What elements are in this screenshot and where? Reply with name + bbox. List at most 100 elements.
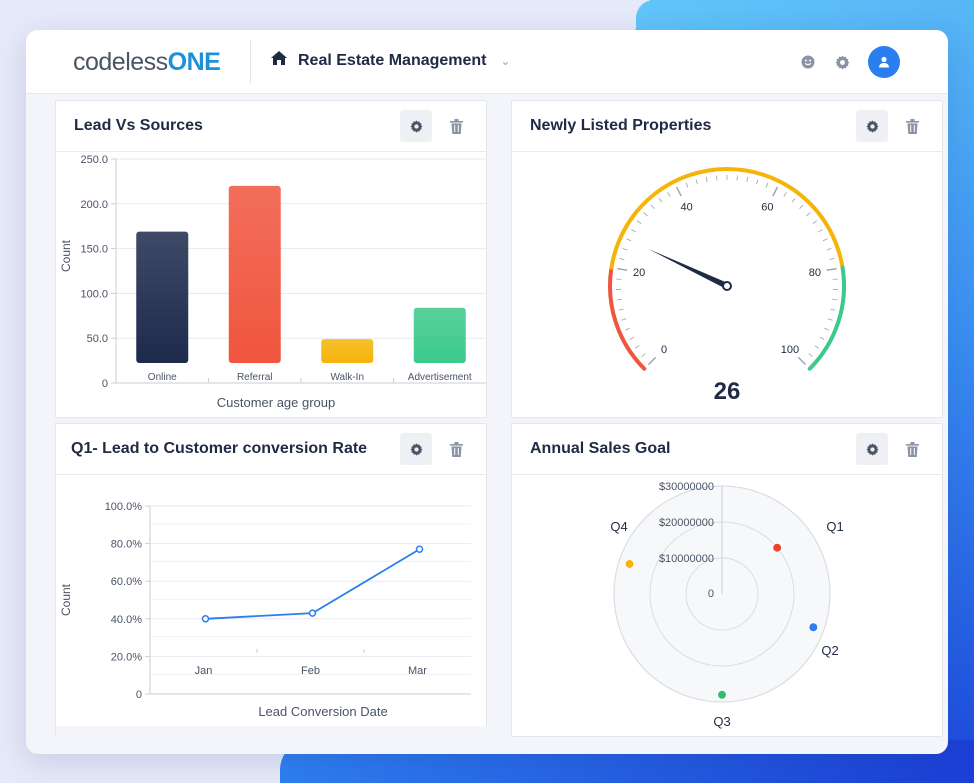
home-icon	[270, 50, 288, 71]
y-tick-label: 60.0%	[111, 576, 142, 588]
card-title: Annual Sales Goal	[530, 440, 671, 457]
gauge-tick	[636, 220, 642, 225]
gauge-tick	[650, 204, 655, 210]
gauge-value: 26	[714, 378, 741, 405]
category-label-q2: Q2	[821, 643, 838, 658]
gauge-tick	[631, 229, 636, 233]
trash-icon	[905, 441, 919, 457]
gauge-chart: 0 20 40 60 80 100 26	[608, 167, 846, 405]
gauge-tick	[765, 182, 769, 188]
logo-text-1: codeless	[73, 48, 168, 76]
card-settings-button[interactable]	[400, 433, 432, 465]
brand-logo[interactable]: codelessONE	[73, 48, 221, 77]
polar-point-q2	[808, 622, 819, 633]
y-tick-label: 40.0%	[111, 614, 142, 626]
settings-gear-icon[interactable]	[834, 54, 850, 70]
gauge-band-green	[807, 265, 846, 371]
card-header: Annual Sales Goal	[512, 424, 942, 475]
y-tick-label: 100.0	[80, 288, 108, 300]
line-point-jan	[201, 615, 210, 623]
y-tick-label: 150.0	[80, 244, 108, 256]
gauge-tick	[799, 204, 804, 210]
gauge-tick-label: 100	[781, 344, 799, 356]
x-tick-label: Mar	[408, 665, 427, 677]
y-axis-label: Count	[59, 239, 73, 272]
category-label-q1: Q1	[826, 519, 843, 534]
gauge-tick	[818, 229, 823, 233]
gauge-tick	[829, 258, 835, 261]
gauge-tick	[822, 238, 828, 242]
bar-advertisement	[413, 307, 466, 363]
gauge-tick	[695, 179, 698, 185]
trash-icon	[449, 441, 463, 457]
line-point-feb	[308, 609, 317, 617]
gauge-tick	[667, 192, 671, 197]
card-settings-button[interactable]	[856, 110, 888, 142]
card-delete-button[interactable]	[440, 433, 472, 465]
y-tick-label: 250.0	[80, 154, 108, 166]
gear-icon	[409, 119, 423, 133]
divider	[250, 40, 251, 84]
gauge-tick	[618, 308, 624, 311]
gauge-tick	[812, 220, 818, 225]
x-tick-label: Jan	[195, 665, 213, 677]
card-delete-button[interactable]	[440, 110, 472, 142]
y-tick-label: 20.0%	[111, 651, 142, 663]
gauge-tick	[827, 318, 833, 321]
radial-tick-label: 0	[708, 588, 714, 600]
logo-text-2: ONE	[167, 48, 221, 76]
bar-online	[136, 231, 189, 363]
gauge-tick-label: 40	[680, 202, 692, 214]
gauge-tick	[685, 182, 689, 188]
chevron-down-icon: ⌄	[500, 53, 511, 68]
card-title: Newly Listed Properties	[530, 117, 712, 134]
gauge-tick	[819, 336, 825, 340]
gear-icon	[409, 442, 423, 456]
x-tick-label: Online	[148, 372, 177, 383]
gauge-tick	[826, 267, 837, 271]
x-axis-label: Lead Conversion Date	[258, 704, 387, 719]
y-tick-label: 50.0	[87, 333, 108, 345]
smiley-icon[interactable]	[800, 54, 816, 70]
app-switcher[interactable]: Real Estate Management ⌄	[270, 50, 511, 71]
y-tick-label: 0	[102, 378, 108, 390]
gauge-tick	[634, 345, 640, 349]
app-window: codelessONE Real Estate Management ⌄ Lea…	[26, 30, 948, 754]
card-settings-button[interactable]	[400, 110, 432, 142]
chart-footer	[56, 726, 488, 738]
radial-tick-label: $20000000	[659, 517, 714, 529]
radial-tick-label: $10000000	[659, 553, 714, 565]
radial-tick-label: $30000000	[659, 481, 714, 493]
user-avatar[interactable]	[868, 46, 900, 78]
x-tick-label: Referral	[237, 372, 273, 383]
card-header: Q1- Lead to Customer conversion Rate	[56, 424, 486, 475]
card-title: Lead Vs Sources	[74, 117, 203, 134]
gauge-tick	[626, 238, 632, 242]
line-point-mar	[415, 545, 424, 553]
card-settings-button[interactable]	[856, 433, 888, 465]
gauge-tick	[783, 192, 787, 197]
gauge-pivot	[722, 281, 732, 291]
card-delete-button[interactable]	[896, 433, 928, 465]
card-header: Lead Vs Sources	[56, 101, 486, 152]
sales-goal-card: Annual Sales Goal 0 $10000000 $20000000 $30…	[511, 423, 943, 737]
gear-icon	[865, 119, 879, 133]
polar-point-q4	[624, 558, 635, 569]
gauge-tick	[772, 186, 779, 197]
category-label-q4: Q4	[610, 519, 627, 534]
gauge-tick	[806, 212, 811, 217]
x-tick-label: Advertisement	[408, 372, 472, 383]
gauge-tick	[808, 353, 813, 358]
card-delete-button[interactable]	[896, 110, 928, 142]
bar-chart: 0 50.0 100.0 150.0 200.0 250.0 Online Referral W…	[59, 154, 486, 410]
card-title: Q1- Lead to Customer conversion Rate	[71, 440, 368, 457]
gauge-tick-label: 60	[761, 202, 773, 214]
gauge-tick	[832, 298, 838, 301]
conversion-card: Q1- Lead to Customer conversion Rate 0 20…	[55, 423, 488, 738]
gauge-tick-label: 80	[809, 267, 821, 279]
gauge-band-yellow	[609, 167, 845, 270]
y-tick-label: 200.0	[80, 199, 108, 211]
gauge-tick	[824, 327, 830, 331]
gauge-tick	[797, 356, 806, 365]
gauge-tick-label: 0	[661, 344, 667, 356]
